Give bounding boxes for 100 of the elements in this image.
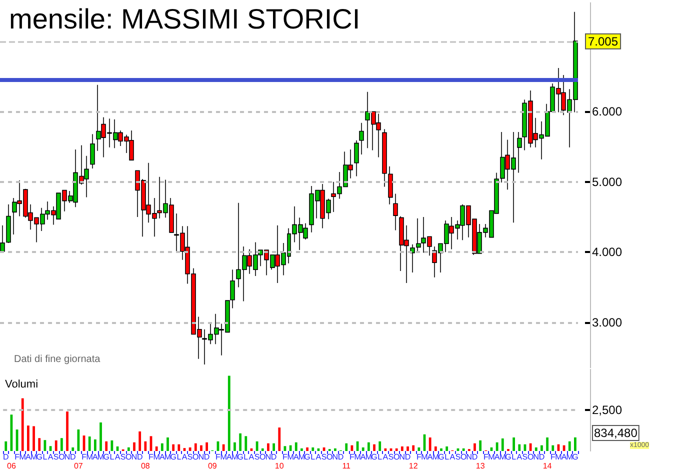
x-tick-label: M [298,452,306,462]
bar [384,448,387,451]
bar [110,440,114,451]
x-tick-label: S [321,452,327,462]
bar [27,426,30,451]
x-tick-label: N [64,452,70,462]
bar [172,444,175,451]
bar [77,429,80,451]
bar [474,443,476,451]
x-tick-label: F [483,452,488,462]
x-tick-label: A [48,452,54,462]
bar [462,448,465,451]
x-tick-label: 08 [140,462,150,470]
x-tick-label: N [198,452,204,462]
x-tick-label: A [427,452,434,462]
bar [105,441,108,451]
x-tick-label: 13 [476,462,486,470]
bar [440,448,442,451]
bar [133,442,136,451]
candlestick [90,134,95,169]
x-tick-label: M [97,452,104,462]
candlestick [354,140,359,177]
bar [345,443,348,451]
bar [44,440,46,451]
x-tick-label: G [36,452,42,462]
candlestick [517,132,522,174]
x-tick-label: L [110,452,115,462]
bar [350,445,354,451]
bar [373,444,376,451]
x-tick-label: S [120,452,126,462]
bar [272,443,275,451]
bar [194,443,197,451]
x-tick-label: O [192,452,199,462]
bar [88,436,91,451]
x-tick-label: O [260,452,266,462]
candlestick [6,204,11,244]
x-tick-label: D [538,452,545,462]
x-tick-label: 12 [408,462,418,470]
x-tick-label: S [254,452,260,462]
x-tick-label: M [287,452,294,462]
x-tick-label: 10 [274,462,284,470]
bar [446,446,448,451]
bar [367,442,370,451]
bar [534,447,538,451]
bar [428,437,432,451]
x-tick-label: S [53,452,59,462]
x-tick-label: L [42,452,48,462]
x-tick-label: S [522,452,528,462]
x-tick-label: D [270,452,277,462]
bar [512,437,516,451]
x-tick-label: N [399,452,406,462]
x-tick-label: F [148,452,154,462]
x-tick-label: M [555,452,562,462]
chart-title: mensile: MASSIMI STORICI [9,4,360,34]
bar [300,448,303,451]
bar [155,446,158,451]
x-tick-label: A [92,452,99,462]
x-tick-label: G [170,452,176,462]
candlestick [0,224,5,254]
x-tick-label: A [561,452,568,462]
x-tick-label: 09 [208,462,218,470]
bar [100,422,102,451]
x-tick-label: A [26,452,32,462]
x-tick-label: N [332,452,338,462]
x-tick-label: A [450,452,456,462]
bar [54,440,58,451]
bar [378,441,382,451]
x-tick-label: O [326,452,333,462]
x-tick-label: O [126,452,132,462]
bar [261,448,264,451]
x-tick-label: G [103,452,110,462]
bar [127,447,130,451]
x-tick-label: F [416,452,422,462]
candlestick [393,193,398,231]
x-tick-label: A [293,452,300,462]
bar [138,431,142,451]
x-tick-label: M [220,452,228,462]
bar [144,441,147,451]
x-tick-label: M [488,452,496,462]
x-tick-label: L [444,452,450,462]
bar [188,447,192,451]
x-tick-label: M [421,452,428,462]
bar [256,441,258,451]
bar [72,447,74,451]
x-tick-label: 11 [342,462,352,470]
y-tick-label: 2,500 [592,403,622,418]
x-tick-label: D [2,452,9,462]
bar [400,446,404,451]
bar [278,428,281,451]
bar [406,446,409,451]
x-tick-label: 14 [542,462,552,470]
x-tick-label: M [164,452,172,462]
x-tick-label: A [382,452,389,462]
x-tick-label: F [349,452,354,462]
bar [518,444,521,451]
x-tick-label: D [70,452,76,462]
x-tick-label: G [371,452,378,462]
bar [546,437,548,451]
bar [32,426,35,451]
bar [228,376,230,451]
